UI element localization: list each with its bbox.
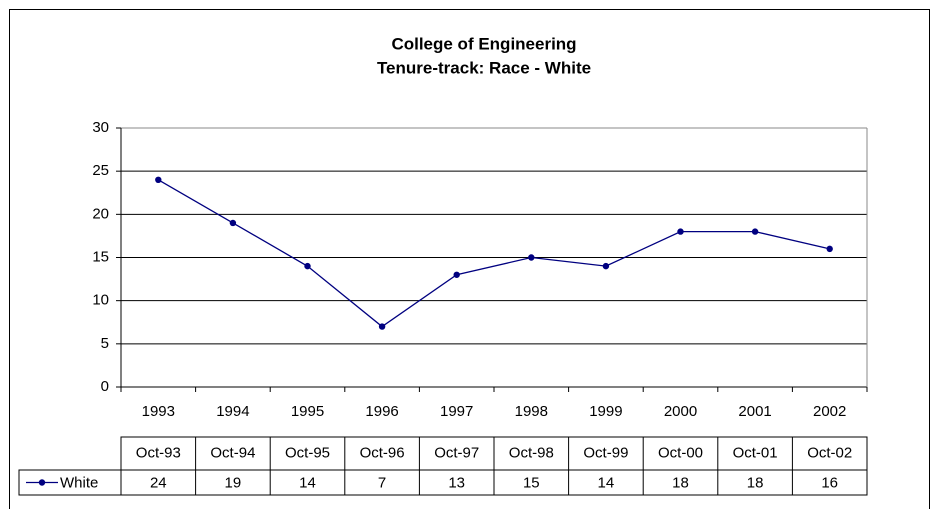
data-point — [602, 262, 610, 270]
x-tick-label: 1996 — [365, 403, 398, 420]
table-header-cell: Oct-01 — [733, 444, 778, 461]
y-tick-label: 10 — [92, 292, 109, 309]
data-point — [304, 262, 311, 270]
table-value-cell: 14 — [299, 474, 316, 491]
legend-marker — [38, 479, 46, 486]
x-tick-label: 1993 — [142, 403, 175, 420]
y-tick-label: 0 — [101, 378, 109, 395]
x-tick-label: 2001 — [738, 403, 771, 420]
x-tick-label: 1994 — [216, 403, 249, 420]
table-body-border — [18, 469, 868, 496]
table-value-cell: 15 — [523, 474, 540, 491]
table-value-cell: 18 — [672, 474, 689, 491]
y-tick-label: 15 — [92, 248, 109, 265]
table-value-cell: 13 — [448, 474, 465, 491]
data-point — [453, 271, 460, 278]
x-tick-label: 2002 — [813, 403, 846, 420]
x-tick-label: 1999 — [589, 403, 622, 420]
table-value-cell: 14 — [598, 474, 615, 491]
x-tick-label: 1995 — [291, 403, 324, 420]
data-point — [826, 245, 833, 253]
table-header-cell: Oct-93 — [136, 444, 181, 461]
x-tick-label: 2000 — [664, 403, 697, 420]
chart-title: College of Engineering — [391, 34, 576, 53]
table-header-cell: Oct-00 — [658, 444, 703, 461]
table-header-cell: Oct-96 — [360, 444, 405, 461]
y-tick-label: 20 — [92, 205, 109, 222]
table-value-cell: 16 — [821, 474, 838, 491]
legend-label: White — [60, 474, 98, 491]
table-header-cell: Oct-99 — [583, 444, 628, 461]
data-point — [155, 176, 162, 183]
data-point — [528, 254, 535, 261]
y-tick-label: 30 — [92, 119, 109, 136]
table-header-cell: Oct-97 — [434, 444, 479, 461]
table-header-cell: Oct-98 — [509, 444, 554, 461]
chart-frame — [9, 9, 930, 509]
table-header-cell: Oct-02 — [807, 444, 852, 461]
data-point — [677, 228, 684, 235]
series-line — [157, 179, 830, 328]
y-tick-label: 5 — [101, 335, 109, 352]
data-point — [751, 228, 759, 235]
table-value-cell: 19 — [225, 474, 242, 491]
chart-subtitle: Tenure-track: Race - White — [377, 58, 591, 77]
table-header-cell: Oct-95 — [285, 444, 330, 461]
table-value-cell: 18 — [747, 474, 764, 491]
table-header-cell: Oct-94 — [210, 444, 255, 461]
table-value-cell: 7 — [378, 474, 386, 491]
x-tick-label: 1998 — [515, 403, 548, 420]
data-point — [378, 323, 386, 330]
x-tick-label: 1997 — [440, 403, 473, 420]
data-point — [229, 219, 237, 227]
y-tick-label: 25 — [92, 162, 109, 179]
table-value-cell: 24 — [150, 474, 167, 491]
